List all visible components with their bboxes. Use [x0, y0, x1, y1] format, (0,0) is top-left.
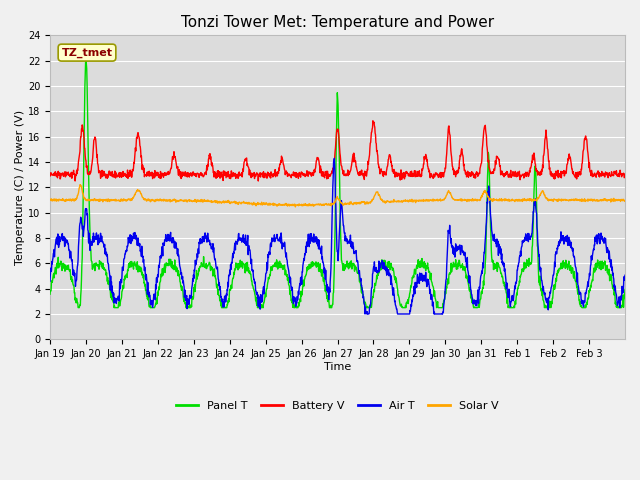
Legend: Panel T, Battery V, Air T, Solar V: Panel T, Battery V, Air T, Solar V [172, 396, 503, 416]
X-axis label: Time: Time [324, 362, 351, 372]
Text: TZ_tmet: TZ_tmet [61, 48, 113, 58]
Title: Tonzi Tower Met: Temperature and Power: Tonzi Tower Met: Temperature and Power [181, 15, 494, 30]
Y-axis label: Temperature (C) / Power (V): Temperature (C) / Power (V) [15, 110, 25, 265]
